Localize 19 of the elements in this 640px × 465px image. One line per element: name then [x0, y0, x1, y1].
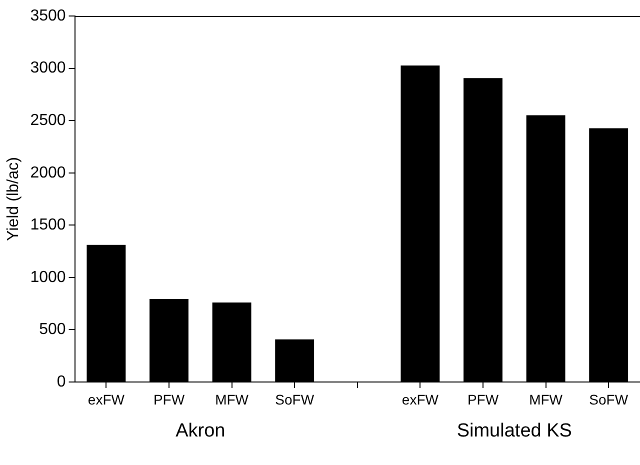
- x-tick-label: MFW: [215, 391, 250, 408]
- x-tick-label: exFW: [402, 391, 440, 408]
- x-tick-label: PFW: [467, 391, 500, 408]
- y-tick-label: 3000: [30, 60, 66, 77]
- y-tick-label: 0: [56, 373, 66, 390]
- y-tick-label: 1500: [30, 216, 66, 234]
- x-tick-label: MFW: [529, 391, 564, 408]
- y-tick-label: 2000: [30, 164, 66, 182]
- x-tick-label: exFW: [88, 391, 126, 408]
- y-tick-label: 500: [39, 321, 66, 338]
- x-tick-label: PFW: [153, 391, 186, 408]
- text: Akron: [176, 420, 226, 442]
- x-tick-label: SoFW: [589, 391, 629, 408]
- text: Simulated KS: [456, 420, 572, 442]
- y-tick-label: 1000: [30, 268, 66, 286]
- y-tick-label: 3500: [30, 7, 66, 24]
- y-tick-label: 2500: [30, 112, 66, 129]
- y-axis-title: Yield (lb/ac): [5, 157, 22, 241]
- x-tick-label: SoFW: [275, 391, 315, 408]
